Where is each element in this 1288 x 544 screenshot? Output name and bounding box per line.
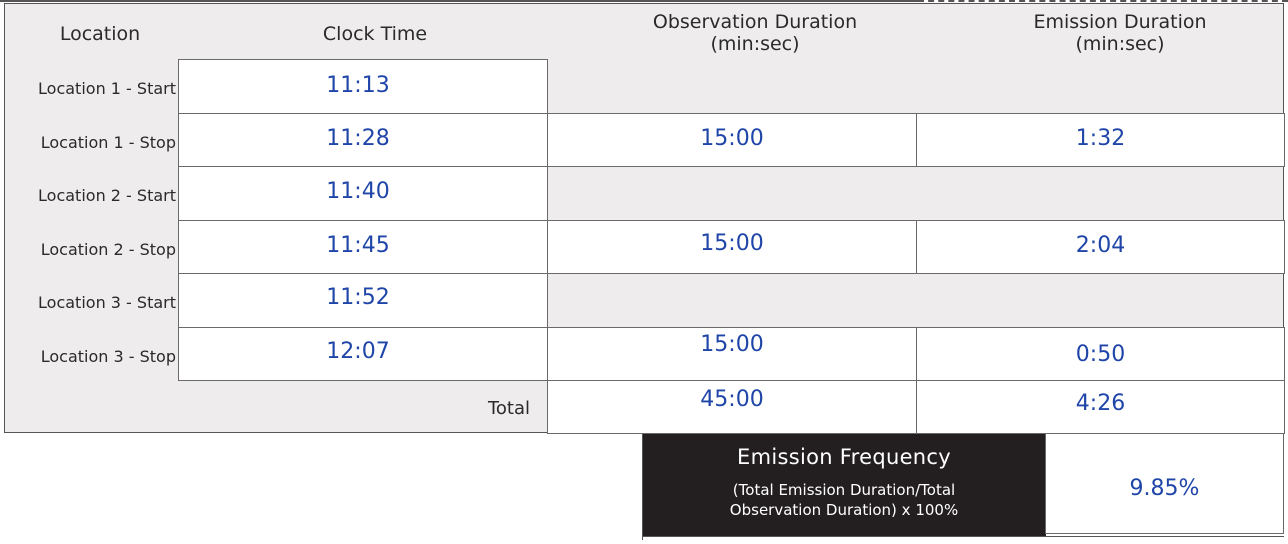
top-dashed-line (918, 0, 1288, 2)
row-label: Location 3 - Start (38, 293, 176, 312)
emission-frequency-formula: (Total Emission Duration/Total Observati… (682, 480, 1006, 520)
frequency-left-border (642, 434, 643, 540)
total-label: Total (487, 398, 530, 419)
emission-duration-cell: 2:04 (916, 220, 1285, 274)
row-label: Location 1 - Stop (40, 133, 176, 152)
frequency-bottom-border (642, 536, 1284, 537)
formula-line: Observation Duration) x 100% (729, 501, 959, 519)
header-emission-unit: (min:sec) (1075, 33, 1165, 55)
emission-frequency-box: Emission Frequency (Total Emission Durat… (642, 434, 1046, 536)
header-clock-time: Clock Time (322, 23, 428, 45)
header-observation-unit: (min:sec) (710, 33, 800, 55)
clock-time-cell: 11:13 (178, 59, 548, 114)
header-observation-title: Observation Duration (652, 11, 858, 33)
total-emission-cell: 4:26 (916, 380, 1285, 434)
emission-frequency-value: 9.85% (1045, 434, 1284, 534)
header-emission-title: Emission Duration (1033, 11, 1207, 33)
emission-frequency-title: Emission Frequency (737, 445, 951, 469)
emission-duration-cell: 0:50 (916, 327, 1285, 381)
row-label: Location 2 - Stop (40, 240, 176, 259)
header-emission-duration: Emission Duration (min:sec) (970, 11, 1270, 55)
emission-duration-cell: 1:32 (916, 113, 1285, 167)
row-label: Location 1 - Start (38, 79, 176, 98)
observation-duration-cell: 15:00 (547, 220, 917, 274)
clock-time-cell: 11:45 (178, 220, 548, 274)
header-observation-duration: Observation Duration (min:sec) (600, 11, 910, 55)
row-label: Location 3 - Stop (40, 347, 176, 366)
observation-duration-cell: 15:00 (547, 113, 917, 167)
clock-time-cell: 11:52 (178, 273, 548, 328)
clock-time-cell: 12:07 (178, 327, 548, 381)
formula-line: (Total Emission Duration/Total (732, 481, 956, 499)
clock-time-cell: 11:40 (178, 166, 548, 221)
header-location: Location (59, 23, 141, 45)
clock-time-cell: 11:28 (178, 113, 548, 167)
observation-duration-cell: 15:00 (547, 327, 917, 381)
total-observation-cell: 45:00 (547, 380, 917, 434)
row-label: Location 2 - Start (38, 186, 176, 205)
top-border-line (0, 0, 918, 2)
